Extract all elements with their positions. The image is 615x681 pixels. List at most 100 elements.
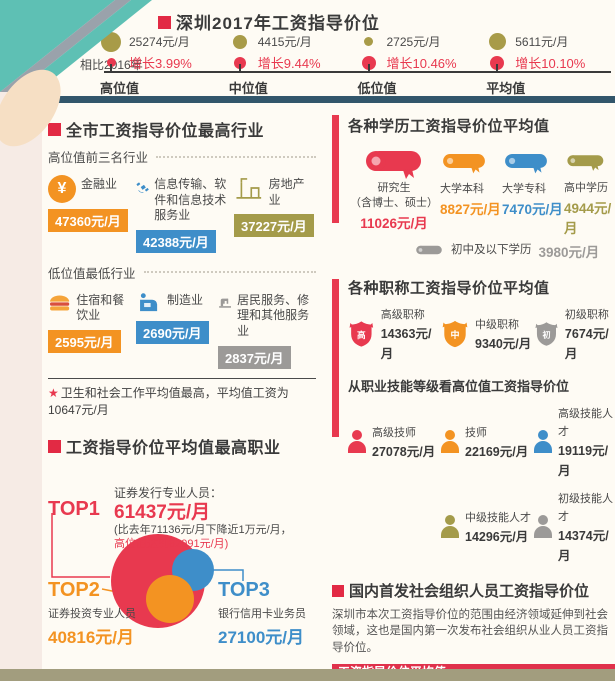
red-dot-icon	[486, 52, 508, 74]
left-column: 全市工资指导价位最高行业 高位值前三名行业 ¥ 金融业 47360元/月 信息传输…	[48, 108, 316, 681]
diploma-scroll-icon	[443, 154, 485, 174]
axis-tick	[238, 64, 241, 71]
red-square-bullet-icon	[48, 123, 61, 136]
value-badge: 2690元/月	[136, 320, 209, 344]
red-dot-icon	[358, 52, 380, 74]
red-square-bullet-icon	[48, 439, 61, 453]
rank-middle: 中 中级职称 9340元/月	[441, 305, 534, 363]
diploma-scroll-icon	[567, 155, 604, 171]
stat-average: 5611元/月 增长10.10% 平均值	[486, 31, 615, 97]
skill-senior-technician: 高级技师 27078元/月	[348, 404, 441, 480]
person-icon	[534, 515, 552, 539]
star-icon: ★	[48, 385, 59, 400]
degrees-section: 各种学历工资指导价位平均值 研究生 （含博士、硕士） 11026元/月 大学本科…	[332, 108, 615, 261]
degree-bachelor: 大学本科 8827元/月	[440, 143, 502, 237]
skill-junior-talent: 初级技能人才 14374元/月	[534, 489, 615, 565]
red-square-bullet-icon	[158, 16, 171, 29]
svg-text:初: 初	[542, 330, 550, 340]
header-stats: 25274元/月 增长3.99% 高位值 4415元/月 增长9.44% 中位值…	[100, 31, 615, 97]
section-title-industries: 全市工资指导价位最高行业	[48, 117, 316, 141]
machine-icon	[140, 293, 158, 311]
top-industries-row: ¥ 金融业 47360元/月 信息传输、软件和信息技术服务业 42388元/月 房…	[48, 175, 316, 253]
industry-finance: ¥ 金融业 47360元/月	[48, 175, 136, 253]
person-icon	[441, 515, 459, 539]
olive-dot-icon	[358, 31, 380, 53]
top1-note: (比去年71136元/月下降近1万元/月，	[114, 523, 292, 536]
dotted-leader	[156, 155, 316, 158]
industry-it: 信息传输、软件和信息技术服务业 42388元/月	[136, 175, 234, 253]
skill-senior-talent: 高级技能人才 19119元/月	[534, 404, 615, 480]
bottom-olive-bar	[0, 669, 615, 681]
skill-middle-talent: 中级技能人才 14296元/月	[441, 489, 534, 565]
ranks-row: 高 高级职称 14363元/月 中 中级职称 9340元/月 初 初级职称 7674元…	[348, 305, 615, 363]
person-icon	[348, 430, 366, 454]
page-title: 深圳2017年工资指导价位	[158, 9, 380, 34]
red-dot-icon	[229, 52, 251, 74]
degree-college: 大学专科 7470元/月	[502, 143, 564, 237]
section-title-ranks: 各种职称工资指导价位平均值	[348, 279, 550, 297]
value-badge: 47360元/月	[48, 209, 128, 232]
bubble-chart-canvas	[51, 512, 244, 628]
degree-middleschool: 初中及以下学历 3980元/月	[414, 240, 615, 261]
axis-tick	[496, 64, 499, 71]
red-side-bar	[332, 278, 339, 437]
top2-block: TOP2 证券投资专业人员 40816元/月	[48, 578, 136, 647]
top-jobs-bubble-chart: 证券发行专业人员： TOP1 61437元/月 (比去年71136元/月下降近1…	[48, 462, 316, 666]
navy-divider	[42, 96, 615, 103]
top1-rank: TOP1	[48, 497, 100, 520]
stat-high: 25274元/月 增长3.99% 高位值	[100, 31, 229, 97]
ranks-section: 各种职称工资指导价位平均值 高 高级职称 14363元/月 中 中级职称 9340元…	[332, 277, 615, 565]
value-badge: 37227元/月	[234, 214, 314, 238]
rank-junior: 初 初级职称 7674元/月	[534, 305, 615, 363]
section-title-degrees: 各种学历工资指导价位平均值	[348, 118, 550, 135]
low-industries-row: 住宿和餐饮业 2595元/月 制造业 2690元/月 居民服务、修理和其他服务业…	[48, 291, 316, 369]
social-section: 国内首发社会组织人员工资指导价位 深圳市本次工资指导价位的范围由经济领域延伸到社…	[332, 580, 615, 681]
burger-icon	[50, 295, 70, 311]
person-icon	[534, 430, 552, 454]
industry-resident-services: 居民服务、修理和其他服务业 2837元/月	[218, 291, 316, 369]
top1-value: 61437元/月	[114, 501, 211, 523]
degree-highschool: 高中学历 4944元/月	[564, 143, 615, 237]
shield-icon: 初	[535, 322, 558, 346]
satellite-icon	[136, 182, 149, 193]
building-crane-icon	[236, 178, 262, 199]
degrees-row: 研究生 （含博士、硕士） 11026元/月 大学本科 8827元/月 大学专科 …	[348, 143, 615, 237]
shield-icon: 中	[442, 320, 468, 348]
industry-realestate: 房地产业 37227元/月	[234, 175, 316, 253]
axis-tick	[110, 64, 112, 71]
top-industries-subheader: 高位值前三名行业	[48, 147, 316, 166]
olive-dot-icon	[229, 31, 251, 53]
top1-note-highlight: 高位值达到82991元/月)	[114, 537, 229, 550]
value-badge: 2595元/月	[48, 329, 121, 353]
section-title-social: 国内首发社会组织人员工资指导价位	[332, 580, 615, 601]
health-footnote: ★ 卫生和社会工作平均值最高，平均值工资为10647元/月	[48, 385, 289, 417]
skills-row-1: 高级技师 27078元/月 技师 22169元/月 高级技能人才 19119元/月	[348, 404, 615, 480]
social-intro: 深圳市本次工资指导价位的范围由经济领域延伸到社会领域，这也是国内第一次发布社会组…	[332, 608, 608, 654]
section-title-top-jobs: 工资指导价位平均值最高职业	[48, 434, 316, 458]
olive-dot-icon	[486, 31, 508, 53]
stat-median: 4415元/月 增长9.44% 中位值	[229, 31, 358, 97]
yuan-coin-icon: ¥	[48, 175, 76, 203]
person-icon	[441, 430, 459, 454]
bubble-top2	[146, 574, 194, 623]
stat-low: 2725元/月 增长10.46% 低位值	[358, 31, 487, 97]
value-badge: 42388元/月	[136, 229, 216, 253]
axis-tick	[367, 64, 370, 71]
shield-icon: 高	[349, 321, 374, 347]
olive-dot-icon	[100, 31, 122, 53]
sewing-machine-icon	[219, 298, 231, 308]
skill-technician: 技师 22169元/月	[441, 404, 534, 480]
industry-manufacturing: 制造业 2690元/月	[136, 291, 218, 369]
header-section: 深圳2017年工资指导价位 相比2016年 25274元/月 增长3.99% 高…	[42, 0, 615, 104]
skills-subtitle: 从职业技能等级看高位值工资指导价位	[348, 378, 570, 394]
industry-hotel-catering: 住宿和餐饮业 2595元/月	[48, 291, 136, 369]
diploma-scroll-icon	[505, 154, 547, 174]
diploma-scroll-icon	[416, 246, 442, 255]
right-column: 各种学历工资指导价位平均值 研究生 （含博士、硕士） 11026元/月 大学本科…	[332, 108, 615, 681]
red-square-bullet-icon	[332, 584, 344, 597]
diploma-scroll-icon	[366, 151, 421, 179]
value-badge: 2837元/月	[218, 345, 291, 369]
dotted-leader	[143, 271, 316, 274]
top1-job: 证券发行专业人员：	[114, 485, 223, 500]
top3-block: TOP3 银行信用卡业务员 27100元/月	[218, 578, 306, 647]
